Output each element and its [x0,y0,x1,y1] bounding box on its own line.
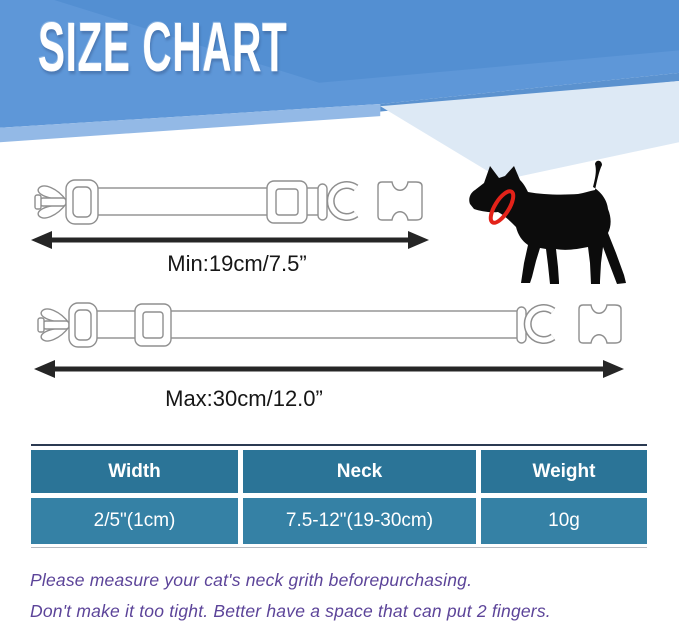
measure-arrow-max [34,360,624,378]
table-header-neck: Neck [243,450,476,493]
measure-label-min: Min:19cm/7.5” [167,251,307,276]
collar-min-illustration [34,179,423,225]
page-title: SIZE CHART [38,8,288,86]
cat-silhouette-icon [469,160,626,284]
table-header-weight: Weight [481,450,647,493]
buckle-female-icon [37,302,98,348]
table-cell-weight: 10g [481,498,647,544]
measure-arrow-min [31,231,429,249]
measure-label-max: Max:30cm/12.0” [165,386,323,411]
collar-max-illustration [37,302,622,348]
buckle-male-icon [377,181,423,221]
red-collar-icon [488,189,516,225]
tri-glide-slider-icon [266,180,308,224]
size-table: Width Neck Weight 2/5"(1cm) 7.5-12"(19-3… [31,444,647,548]
table-cell-neck: 7.5-12"(19-30cm) [243,498,476,544]
strap-keeper-icon [317,183,328,221]
tri-glide-slider-icon [134,303,172,347]
table-row: 2/5"(1cm) 7.5-12"(19-30cm) 10g [31,498,647,544]
table-header-row: Width Neck Weight [31,450,647,493]
buckle-female-icon [34,179,99,225]
note-line-1: Please measure your cat's neck grith bef… [30,570,473,590]
table-cell-width: 2/5"(1cm) [31,498,238,544]
note-line-2: Don't make it too tight. Better have a s… [30,601,551,621]
banner: SIZE CHART [0,0,679,180]
d-ring-icon [523,304,556,344]
table-header-width: Width [31,450,238,493]
buckle-male-icon [578,304,622,344]
d-ring-icon [326,181,359,221]
